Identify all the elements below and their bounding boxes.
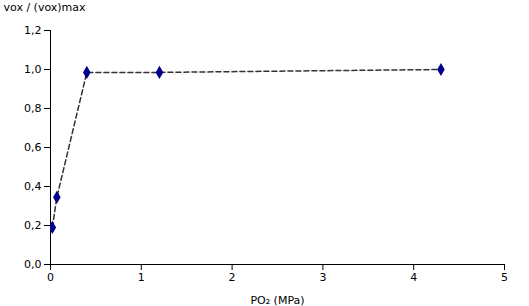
- svg-text:1,0: 1,0: [24, 63, 42, 76]
- svg-text:0,4: 0,4: [24, 180, 42, 193]
- svg-text:0,6: 0,6: [24, 141, 42, 154]
- svg-text:1,2: 1,2: [24, 24, 42, 37]
- svg-text:3: 3: [319, 271, 326, 284]
- svg-text:PO₂ (MPa): PO₂ (MPa): [250, 294, 304, 306]
- svg-text:vox / (vox)max: vox / (vox)max: [4, 1, 87, 14]
- svg-text:1: 1: [138, 271, 145, 284]
- svg-text:0,0: 0,0: [24, 258, 42, 271]
- svg-text:0: 0: [47, 271, 54, 284]
- svg-text:0,2: 0,2: [24, 219, 42, 232]
- svg-text:0,8: 0,8: [24, 102, 42, 115]
- svg-text:4: 4: [410, 271, 417, 284]
- svg-text:2: 2: [229, 271, 236, 284]
- svg-text:5: 5: [501, 271, 508, 284]
